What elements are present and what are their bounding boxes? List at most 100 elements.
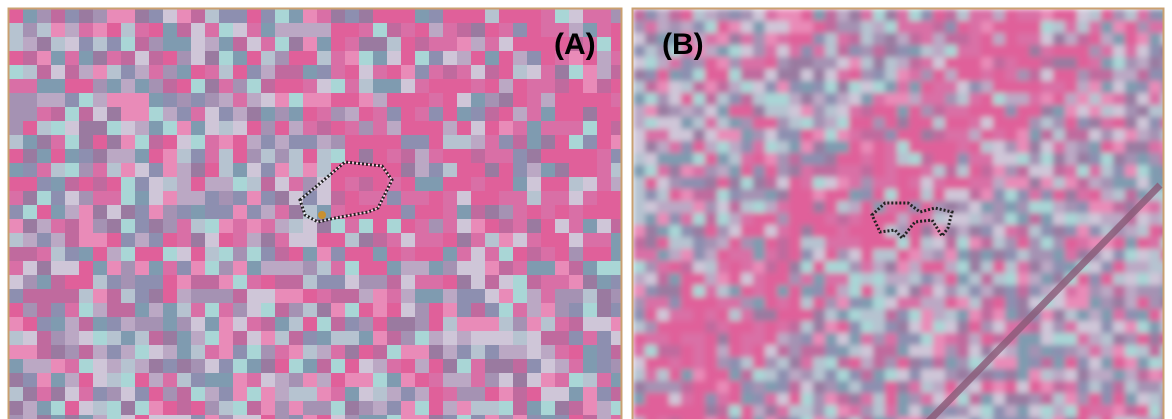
image-cell xyxy=(885,129,898,142)
image-cell xyxy=(485,331,500,346)
image-cell xyxy=(219,107,234,122)
image-cell xyxy=(981,309,994,322)
image-cell xyxy=(443,219,458,234)
image-cell xyxy=(1029,105,1042,118)
image-cell xyxy=(1149,369,1162,382)
image-cell xyxy=(289,149,304,164)
image-cell xyxy=(303,107,318,122)
image-cell xyxy=(429,205,444,220)
image-cell xyxy=(645,201,658,214)
image-cell xyxy=(191,51,206,66)
image-cell xyxy=(485,219,500,234)
image-cell xyxy=(471,135,486,150)
image-cell xyxy=(261,37,276,52)
image-cell xyxy=(541,359,556,374)
image-cell xyxy=(1041,33,1054,46)
image-cell xyxy=(331,149,346,164)
image-cell xyxy=(163,177,178,192)
image-cell xyxy=(597,37,612,52)
image-cell xyxy=(765,297,778,310)
image-cell xyxy=(873,357,886,370)
image-cell xyxy=(753,369,766,382)
image-cell xyxy=(717,225,730,238)
image-cell xyxy=(1041,405,1054,418)
image-cell xyxy=(177,247,192,262)
image-cell xyxy=(37,191,52,206)
image-cell xyxy=(51,219,66,234)
image-cell xyxy=(1005,117,1018,130)
image-cell xyxy=(1137,117,1150,130)
image-cell xyxy=(191,65,206,80)
image-cell xyxy=(261,121,276,136)
image-cell xyxy=(873,153,886,166)
image-cell xyxy=(1113,9,1126,22)
image-cell xyxy=(693,333,706,346)
image-cell xyxy=(1077,9,1090,22)
image-cell xyxy=(289,163,304,178)
image-cell xyxy=(387,37,402,52)
image-cell xyxy=(1017,69,1030,82)
image-cell xyxy=(247,121,262,136)
image-cell xyxy=(289,177,304,192)
image-cell xyxy=(765,273,778,286)
image-cell xyxy=(849,129,862,142)
image-cell xyxy=(79,37,94,52)
image-cell xyxy=(331,331,346,346)
image-cell xyxy=(645,261,658,274)
image-cell xyxy=(23,401,38,416)
image-cell xyxy=(993,297,1006,310)
image-cell xyxy=(717,393,730,406)
image-cell xyxy=(1113,237,1126,250)
image-cell xyxy=(1125,321,1138,334)
image-cell xyxy=(135,275,150,290)
image-cell xyxy=(849,249,862,262)
image-cell xyxy=(1149,21,1162,34)
image-cell xyxy=(981,189,994,202)
image-cell xyxy=(1125,9,1138,22)
image-cell xyxy=(415,107,430,122)
image-cell xyxy=(317,107,332,122)
image-cell xyxy=(359,121,374,136)
image-cell xyxy=(765,405,778,418)
image-cell xyxy=(345,23,360,38)
image-cell xyxy=(107,93,122,108)
image-cell xyxy=(275,303,290,318)
image-cell xyxy=(121,275,136,290)
image-cell xyxy=(717,213,730,226)
image-cell xyxy=(729,117,742,130)
image-cell xyxy=(729,225,742,238)
image-cell xyxy=(177,219,192,234)
image-cell xyxy=(1005,81,1018,94)
image-cell xyxy=(499,191,514,206)
image-cell xyxy=(645,357,658,370)
image-cell xyxy=(275,205,290,220)
image-cell xyxy=(777,285,790,298)
image-cell xyxy=(633,405,646,418)
image-cell xyxy=(149,331,164,346)
image-cell xyxy=(37,37,52,52)
image-cell xyxy=(387,9,402,24)
image-cell xyxy=(163,37,178,52)
image-cell xyxy=(149,191,164,206)
image-cell xyxy=(149,65,164,80)
image-cell xyxy=(1137,213,1150,226)
image-cell xyxy=(37,219,52,234)
image-cell xyxy=(359,149,374,164)
image-cell xyxy=(969,261,982,274)
image-cell xyxy=(693,81,706,94)
image-cell xyxy=(705,345,718,358)
image-cell xyxy=(873,21,886,34)
image-cell xyxy=(921,273,934,286)
image-cell xyxy=(79,233,94,248)
image-cell xyxy=(669,105,682,118)
image-cell xyxy=(1053,165,1066,178)
image-cell xyxy=(219,359,234,374)
image-cell xyxy=(801,93,814,106)
image-cell xyxy=(1125,273,1138,286)
image-cell xyxy=(909,153,922,166)
image-cell xyxy=(191,359,206,374)
image-cell xyxy=(1005,105,1018,118)
image-cell xyxy=(9,387,24,402)
image-cell xyxy=(275,149,290,164)
image-cell xyxy=(79,205,94,220)
